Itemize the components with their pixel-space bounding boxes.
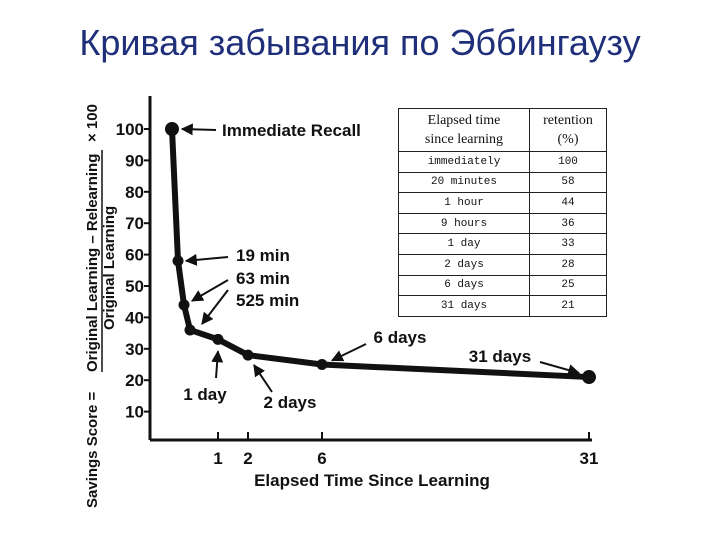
data-point xyxy=(165,122,179,136)
table-row: 31 days 21 xyxy=(398,295,607,317)
table-row: 1 day 33 xyxy=(398,233,607,255)
table-row: 2 days 28 xyxy=(398,253,607,276)
table-row: 1 hour 44 xyxy=(398,192,607,214)
header-elapsed: Elapsed time since learning xyxy=(398,108,530,152)
slide-title: Кривая забывания по Эббингаузу xyxy=(79,22,641,63)
annotation-arrow xyxy=(190,279,229,302)
cell-elapsed: 20 minutes xyxy=(398,171,530,194)
data-point xyxy=(316,359,328,370)
table-row: 20 minutes 58 xyxy=(398,171,607,194)
cell-retention: 100 xyxy=(529,151,607,173)
y-tick-label: 80 xyxy=(125,183,144,202)
cell-retention: 44 xyxy=(529,192,607,214)
annotation-arrow xyxy=(330,343,367,362)
header-elapsed-line1: Elapsed time xyxy=(427,113,501,128)
annotation-arrow xyxy=(539,361,581,376)
table-header-row: Elapsed time since learning retention (%… xyxy=(398,108,607,152)
annotation-label: 525 min xyxy=(236,291,299,310)
annotation-arrow xyxy=(253,364,273,393)
annotation-label: Immediate Recall xyxy=(222,121,361,140)
data-point xyxy=(172,255,184,267)
table-row: 6 days 25 xyxy=(398,274,607,297)
cell-retention: 28 xyxy=(529,253,607,276)
annotation-label: 63 min xyxy=(236,269,290,288)
cell-retention: 36 xyxy=(529,212,607,235)
y-axis-label: Savings Score = Original Learning – Rele… xyxy=(84,104,118,508)
cell-retention: 25 xyxy=(529,274,607,297)
data-point xyxy=(242,349,254,361)
x-axis-label: Elapsed Time Since Learning xyxy=(254,471,490,490)
data-point xyxy=(184,324,196,336)
annotation-label: 6 days xyxy=(374,328,427,347)
y-label-prefix: Savings Score = xyxy=(84,391,101,508)
x-tick-label: 2 xyxy=(243,449,252,468)
annotation-label: 19 min xyxy=(236,246,290,265)
y-tick-label: 40 xyxy=(125,308,144,327)
y-tick-label: 100 xyxy=(116,120,144,139)
y-tick-label: 10 xyxy=(125,403,144,422)
annotation-label: 1 day xyxy=(183,385,227,404)
annotation-arrow xyxy=(184,253,229,266)
cell-elapsed: 2 days xyxy=(398,253,530,276)
cell-elapsed: 6 days xyxy=(398,274,530,297)
header-retention-line1: retention xyxy=(543,113,593,128)
annotation-arrow xyxy=(180,123,217,136)
cell-retention: 58 xyxy=(529,171,607,194)
y-tick-label: 60 xyxy=(125,246,144,265)
retention-table: Elapsed time since learning retention (%… xyxy=(398,108,607,317)
cell-elapsed: immediately xyxy=(398,151,530,173)
y-label-denominator: Original Learning xyxy=(101,206,118,330)
cell-elapsed: 31 days xyxy=(398,295,530,317)
y-tick-label: 50 xyxy=(125,277,144,296)
series-line xyxy=(169,128,590,381)
cell-retention: 21 xyxy=(529,295,607,317)
annotation-arrow xyxy=(211,350,224,379)
cell-elapsed: 1 hour xyxy=(398,192,530,214)
y-tick-label: 70 xyxy=(125,214,144,233)
annotation-arrow xyxy=(201,289,229,325)
table-row: 9 hours 36 xyxy=(398,212,607,235)
cell-elapsed: 1 day xyxy=(398,233,530,255)
y-tick-label: 90 xyxy=(125,151,144,170)
cell-elapsed: 9 hours xyxy=(398,212,530,235)
x-tick-label: 1 xyxy=(213,449,222,468)
annotation-label: 2 days xyxy=(264,393,317,412)
header-retention: retention (%) xyxy=(529,108,607,152)
header-retention-line2: (%) xyxy=(557,132,579,147)
table-row: immediately 100 xyxy=(398,151,607,173)
x-tick-label: 31 xyxy=(580,449,599,468)
header-elapsed-line2: since learning xyxy=(424,132,504,147)
cell-retention: 33 xyxy=(529,233,607,255)
annotation-label: 31 days xyxy=(469,347,531,366)
data-point xyxy=(582,370,596,385)
y-tick-label: 30 xyxy=(125,340,144,359)
data-point xyxy=(178,299,190,311)
y-label-multiplier: × 100 xyxy=(84,104,101,142)
x-tick-label: 6 xyxy=(317,449,326,468)
data-point xyxy=(212,333,224,345)
y-label-numerator: Original Learning – Relearning xyxy=(84,154,101,372)
y-tick-label: 20 xyxy=(125,371,144,390)
